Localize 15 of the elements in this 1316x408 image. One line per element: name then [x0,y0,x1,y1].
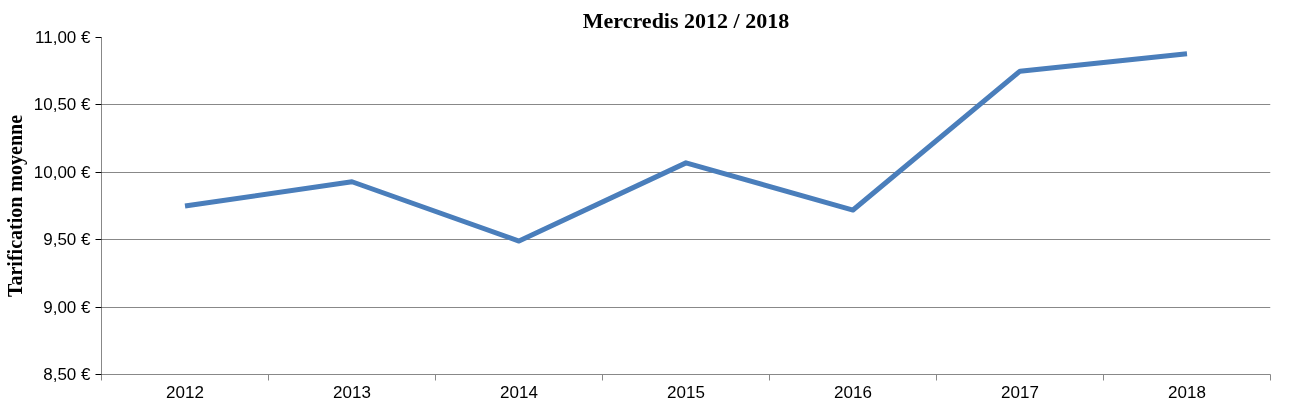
y-tick-label: 10,50 € [33,95,92,115]
y-axis-title: Tarification moyenne [3,114,27,298]
y-tick-label: 9,00 € [43,297,92,317]
x-tick-label: 2015 [667,382,705,402]
y-tick-label: 9,50 € [43,230,92,250]
y-tick-label: 8,50 € [43,365,92,384]
x-tick-label: 2018 [1168,382,1206,402]
x-tick-label: 2013 [333,382,371,402]
chart-title: Mercredis 2012 / 2018 [582,7,790,33]
x-tick-label: 2012 [166,382,204,402]
y-tick-label: 11,00 € [35,28,92,47]
y-tick-label: 10,00 € [33,162,92,182]
x-tick-label: 2014 [500,382,538,402]
x-tick-label: 2017 [1001,382,1039,402]
x-tick-label: 2016 [834,382,872,402]
